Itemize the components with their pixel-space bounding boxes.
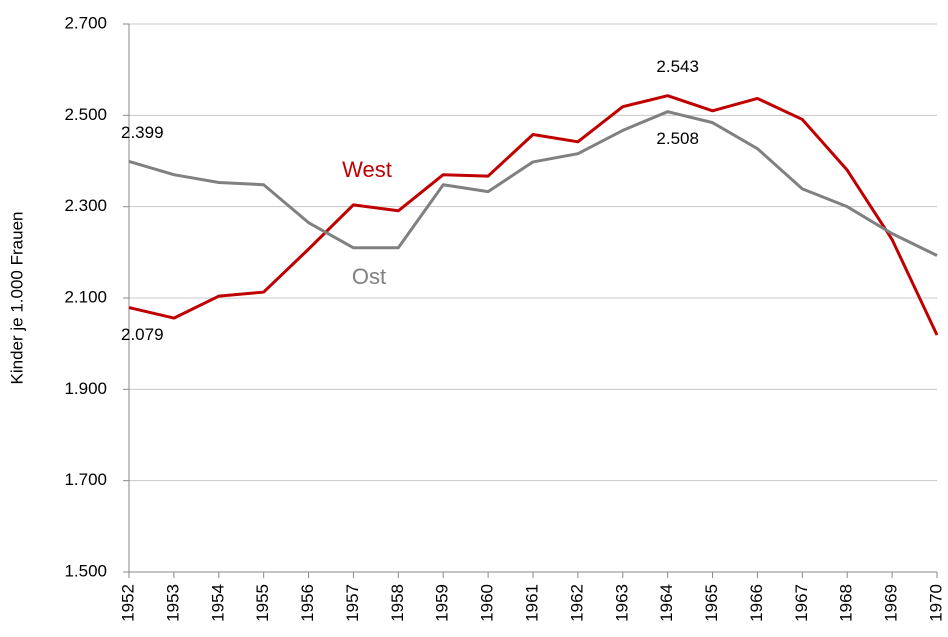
data-label: 2.508 bbox=[656, 129, 699, 148]
y-tick-label: 1.700 bbox=[64, 470, 107, 489]
x-tick-label: 1959 bbox=[433, 584, 452, 622]
y-tick-label: 1.500 bbox=[64, 561, 107, 580]
x-tick-label: 1957 bbox=[343, 584, 362, 622]
y-axis-title: Kinder je 1.000 Frauen bbox=[7, 212, 26, 385]
y-tick-label: 1.900 bbox=[64, 379, 107, 398]
y-tick-label: 2.500 bbox=[64, 105, 107, 124]
y-tick-label: 2.300 bbox=[64, 196, 107, 215]
x-tick-label: 1967 bbox=[792, 584, 811, 622]
x-tick-label: 1970 bbox=[926, 584, 945, 622]
series-line bbox=[128, 110, 938, 257]
x-tick-label: 1966 bbox=[747, 584, 766, 622]
x-tick-label: 1969 bbox=[882, 584, 901, 622]
x-tick-label: 1952 bbox=[118, 584, 137, 622]
x-tick-label: 1954 bbox=[208, 584, 227, 622]
x-tick-label: 1964 bbox=[657, 584, 676, 622]
data-label: 2.543 bbox=[656, 57, 699, 76]
x-tick-label: 1955 bbox=[253, 584, 272, 622]
y-tick-label: 2.700 bbox=[64, 13, 107, 32]
x-tick-label: 1961 bbox=[522, 584, 541, 622]
x-tick-label: 1960 bbox=[478, 584, 497, 622]
x-tick-label: 1956 bbox=[298, 584, 317, 622]
data-label: 2.399 bbox=[121, 123, 164, 142]
x-tick-label: 1968 bbox=[837, 584, 856, 622]
series-line bbox=[128, 94, 939, 336]
series-name: Ost bbox=[352, 264, 386, 289]
x-tick-label: 1962 bbox=[567, 584, 586, 622]
x-tick-label: 1953 bbox=[163, 584, 182, 622]
y-tick-label: 2.100 bbox=[64, 287, 107, 306]
data-label: 2.079 bbox=[121, 325, 164, 344]
x-tick-label: 1963 bbox=[612, 584, 631, 622]
x-tick-label: 1958 bbox=[388, 584, 407, 622]
x-tick-label: 1965 bbox=[702, 584, 721, 622]
series-name: West bbox=[342, 157, 392, 182]
